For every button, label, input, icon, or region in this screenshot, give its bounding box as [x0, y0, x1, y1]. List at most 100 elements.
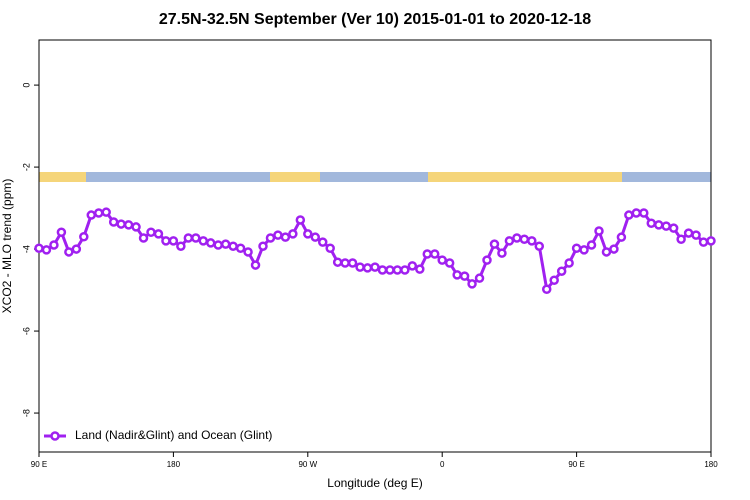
data-point — [392, 265, 403, 275]
data-point — [609, 244, 619, 254]
data-point — [153, 229, 164, 239]
data-point — [504, 236, 515, 246]
data-point — [295, 215, 306, 225]
data-point — [661, 221, 671, 231]
data-point — [385, 265, 395, 275]
data-point — [527, 236, 537, 246]
data-point — [698, 237, 709, 247]
data-point — [601, 247, 612, 257]
data-point — [579, 245, 589, 255]
data-point — [586, 240, 597, 250]
y-axis-label: XCO2 - MLO trend (ppm) — [0, 179, 14, 314]
data-point — [93, 208, 104, 218]
data-point — [691, 230, 701, 240]
data-point — [683, 228, 694, 238]
data-point — [415, 264, 425, 274]
data-point — [422, 249, 433, 259]
y-tick-label: -8 — [21, 409, 31, 417]
data-point — [273, 230, 283, 240]
plot-frame — [38, 39, 712, 453]
data-point — [444, 258, 455, 268]
legend-label: Land (Nadir&Glint) and Ocean (Glint) — [75, 428, 272, 442]
data-point — [265, 233, 276, 243]
y-tick-label: -4 — [21, 245, 31, 253]
data-point — [571, 243, 582, 254]
data-point — [228, 241, 238, 251]
data-point — [235, 243, 246, 254]
data-point — [183, 233, 194, 243]
data-point — [706, 236, 716, 246]
x-axis-label: Longitude (deg E) — [327, 476, 422, 490]
data-point — [49, 240, 59, 250]
data-point — [101, 207, 111, 217]
data-point — [631, 208, 642, 218]
data-point — [400, 265, 410, 275]
data-point — [56, 227, 67, 238]
data-point — [452, 270, 462, 280]
data-point — [310, 232, 321, 242]
data-point — [340, 258, 350, 268]
legend-marker — [50, 431, 60, 441]
y-tick-label: -2 — [21, 163, 31, 171]
data-point — [288, 229, 298, 239]
data-point — [131, 222, 141, 232]
data-point — [668, 223, 679, 233]
chart-title: 27.5N-32.5N September (Ver 10) 2015-01-0… — [159, 11, 591, 28]
land-ocean-strip — [39, 172, 711, 182]
data-point — [205, 238, 216, 248]
data-point — [534, 241, 545, 251]
data-point — [198, 236, 209, 246]
data-point — [108, 217, 119, 227]
data-point — [213, 240, 223, 250]
data-point — [332, 257, 343, 267]
data-point — [512, 233, 522, 243]
data-point — [138, 233, 149, 243]
data-point — [161, 236, 171, 246]
data-point — [437, 255, 447, 265]
data-point — [64, 247, 74, 257]
data-point — [41, 245, 52, 255]
data-point — [519, 234, 530, 244]
data-point — [370, 262, 380, 272]
x-tick-label: 90 E — [568, 460, 584, 469]
data-point — [497, 248, 507, 258]
data-point — [616, 232, 627, 242]
data-point — [639, 208, 649, 218]
data-point — [71, 244, 82, 254]
data-point — [624, 210, 634, 220]
data-point — [676, 234, 686, 244]
data-point — [653, 220, 664, 230]
data-point — [168, 236, 179, 246]
data-point — [459, 271, 470, 281]
data-point — [250, 260, 261, 270]
x-tick-label: 180 — [167, 460, 181, 469]
data-point — [467, 279, 477, 289]
data-point — [489, 239, 500, 249]
data-point — [564, 258, 574, 268]
data-point — [79, 232, 89, 242]
data-point — [317, 237, 328, 247]
data-point — [407, 261, 418, 271]
data-point — [541, 284, 552, 294]
data-point — [191, 233, 201, 243]
data-point — [556, 266, 567, 276]
data-point — [549, 275, 559, 285]
data-point — [429, 249, 440, 259]
data-point — [377, 265, 388, 275]
data-point — [123, 220, 134, 230]
data-point — [176, 241, 186, 251]
data-point — [347, 258, 358, 268]
data-point — [116, 219, 126, 229]
data-point — [243, 247, 253, 257]
data-point — [146, 227, 156, 238]
y-tick-label: 0 — [21, 83, 31, 88]
data-point — [362, 263, 373, 273]
data-point — [482, 255, 492, 265]
data-point — [280, 232, 291, 242]
data-point — [355, 262, 365, 272]
data-point — [34, 243, 44, 254]
data-point — [646, 218, 657, 228]
data-point — [325, 243, 335, 254]
data-point — [303, 229, 313, 239]
